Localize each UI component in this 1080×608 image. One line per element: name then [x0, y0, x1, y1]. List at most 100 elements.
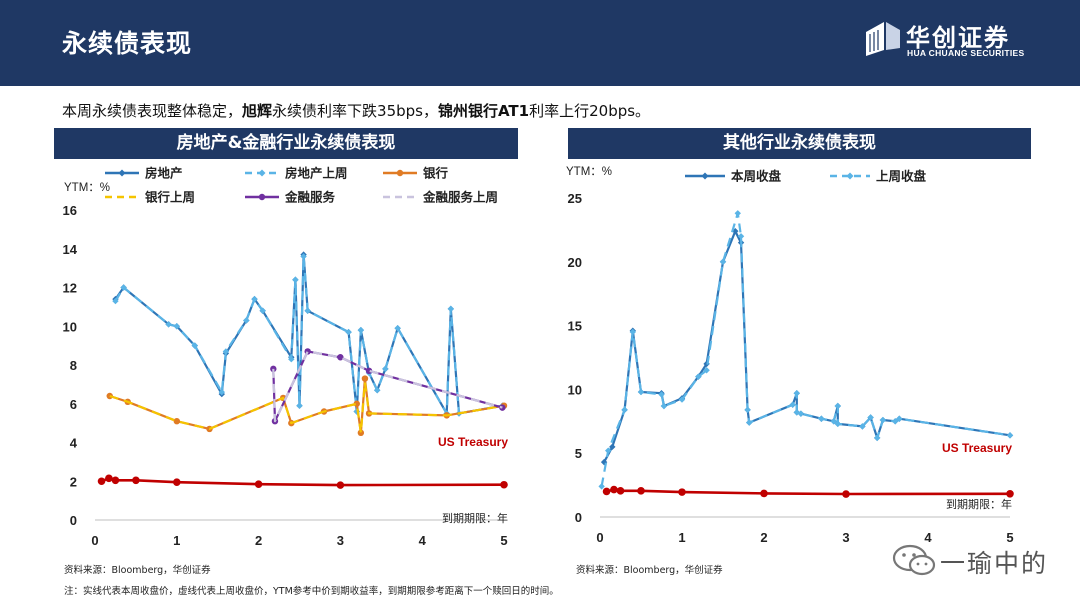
summary-bold2: 锦州银行AT1	[437, 102, 530, 120]
us-treasury-point	[1006, 489, 1014, 498]
series-1-point	[165, 321, 172, 328]
chart-title-right: 其他行业永续债表现	[568, 128, 1031, 159]
us-treasury-point	[616, 487, 625, 495]
series-1-point	[357, 326, 365, 334]
series-1-point	[793, 390, 800, 397]
x-tick-label: 4	[419, 533, 427, 548]
x-tick-label: 3	[842, 530, 849, 545]
y-tick-label: 4	[70, 436, 78, 451]
chart-right: 0 1 2 3 4 5 0 5 10 15 20 25 YTM：% 到期期限：年 US Treasury 本周…	[566, 166, 1014, 545]
series-2-point	[361, 375, 369, 382]
summary-bold1: 旭辉	[242, 102, 273, 120]
series-1-point	[879, 416, 887, 424]
series-1-point	[746, 419, 753, 426]
summary-part3: 利率上行20bps。	[529, 102, 651, 120]
us-treasury-point	[637, 487, 645, 495]
us-treasury-point	[132, 476, 140, 485]
series-1-point	[374, 386, 381, 394]
us-treasury-point	[602, 487, 611, 496]
series-1-point	[859, 423, 866, 430]
series-4-point	[365, 367, 373, 375]
series-1-point	[797, 410, 805, 417]
series-1-point	[637, 388, 645, 396]
source-note-left: 资料来源：Bloomberg，华创证券	[64, 565, 211, 576]
us-treasury-point	[105, 474, 113, 483]
series-3-line	[109, 381, 505, 434]
page-title: 永续债表现	[62, 29, 193, 58]
series-4-point	[270, 365, 277, 373]
series-1-point	[621, 406, 628, 414]
y-tick-label: 10	[568, 382, 582, 397]
x-tick-label: 2	[255, 533, 262, 548]
x-tick-label: 2	[760, 530, 767, 545]
brand-logo-icon	[866, 22, 900, 56]
footnote: 注：实线代表本周收盘价，虚线代表上周收盘价，YTM参考中价到期收益率，到期期限参…	[64, 586, 559, 597]
y-tick-label: 15	[568, 319, 582, 334]
legend-label: 银行	[423, 166, 449, 181]
summary-text: 本周永续债表现整体稳定，旭辉永续债利率下跌35bps，锦州银行AT1利率上行20…	[62, 100, 650, 121]
series-2-point	[353, 400, 360, 407]
us-treasury-point	[97, 477, 106, 486]
x-axis-label: 到期期限：年	[442, 511, 508, 525]
series-1-point	[304, 307, 311, 314]
series-1-point	[678, 396, 686, 403]
summary-part2: 永续债利率下跌35bps，	[272, 102, 438, 120]
y-tick-label: 20	[568, 255, 582, 270]
series-1-point	[296, 402, 303, 409]
series-1-line	[600, 212, 1011, 487]
us-treasury-point	[336, 481, 345, 489]
series-0-line	[603, 230, 1011, 463]
series-2-line	[109, 377, 505, 434]
series-1-point	[744, 406, 751, 414]
series-1-point	[394, 324, 401, 332]
y-tick-label: 25	[568, 191, 582, 206]
header-bar: 永续债表现 华创证券 HUA CHUANG SECURITIES	[0, 0, 1080, 86]
series-1-point	[719, 258, 727, 265]
legend-label: 房地产	[145, 166, 183, 181]
series-1-point	[112, 297, 119, 305]
y-tick-label: 10	[63, 319, 77, 334]
y-axis-label: YTM：%	[64, 182, 110, 194]
y-tick-label: 14	[63, 242, 78, 257]
series-1-point	[173, 323, 180, 330]
series-1-point	[120, 284, 127, 291]
us-treasury-point	[254, 480, 263, 488]
series-2-point	[357, 429, 365, 437]
series-1-point	[191, 342, 198, 349]
us-treasury-line	[606, 488, 1011, 496]
us-treasury-point	[678, 488, 686, 496]
legend-label: 本周收盘	[731, 169, 782, 184]
us-treasury-line	[101, 476, 505, 487]
x-axis-label: 到期期限：年	[946, 497, 1012, 511]
series-1-point	[660, 402, 668, 410]
series-1-point	[300, 253, 307, 260]
series-1-point	[259, 307, 266, 314]
series-1-point	[1006, 432, 1014, 439]
us-treasury-label: US Treasury	[438, 435, 508, 449]
series-4-point	[337, 354, 344, 361]
series-1-point	[218, 388, 225, 396]
us-treasury-point	[500, 480, 508, 489]
series-1-point	[598, 483, 605, 490]
y-tick-label: 16	[63, 203, 77, 218]
legend-marker	[701, 172, 709, 180]
brand-name-en: HUA CHUANG SECURITIES	[907, 48, 1025, 58]
legend-marker	[118, 169, 126, 177]
y-tick-label: 0	[575, 510, 582, 525]
us-treasury-point	[842, 490, 850, 498]
series-1-point	[292, 276, 299, 283]
x-tick-label: 1	[173, 533, 180, 548]
us-treasury-point	[111, 476, 120, 485]
series-1-point	[222, 348, 230, 355]
y-tick-label: 5	[575, 446, 582, 461]
legend-marker	[258, 193, 266, 201]
legend-marker	[396, 169, 404, 177]
legend-label: 银行上周	[145, 190, 195, 205]
series-1-point	[447, 305, 455, 313]
series-1-point	[695, 373, 702, 380]
y-tick-label: 0	[70, 513, 77, 528]
source-note-right: 资料来源：Bloomberg，华创证券	[576, 565, 723, 576]
x-tick-label: 0	[91, 533, 98, 548]
wechat-icon	[892, 544, 936, 576]
y-tick-label: 2	[70, 474, 77, 489]
